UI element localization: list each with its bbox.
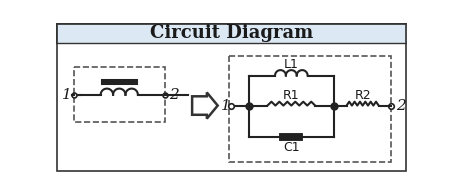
Text: R2: R2 bbox=[354, 89, 370, 102]
Polygon shape bbox=[192, 92, 217, 119]
Text: Circuit Diagram: Circuit Diagram bbox=[150, 24, 313, 42]
Bar bbox=[74, 67, 165, 123]
Text: 1: 1 bbox=[62, 88, 71, 102]
Text: 2: 2 bbox=[395, 99, 405, 113]
Bar bbox=[228, 56, 391, 162]
Text: L1: L1 bbox=[283, 58, 298, 71]
Text: R1: R1 bbox=[282, 89, 299, 102]
Text: 2: 2 bbox=[169, 88, 179, 102]
Text: C1: C1 bbox=[282, 141, 299, 154]
Text: 1: 1 bbox=[220, 99, 230, 113]
Bar bbox=[56, 23, 406, 43]
